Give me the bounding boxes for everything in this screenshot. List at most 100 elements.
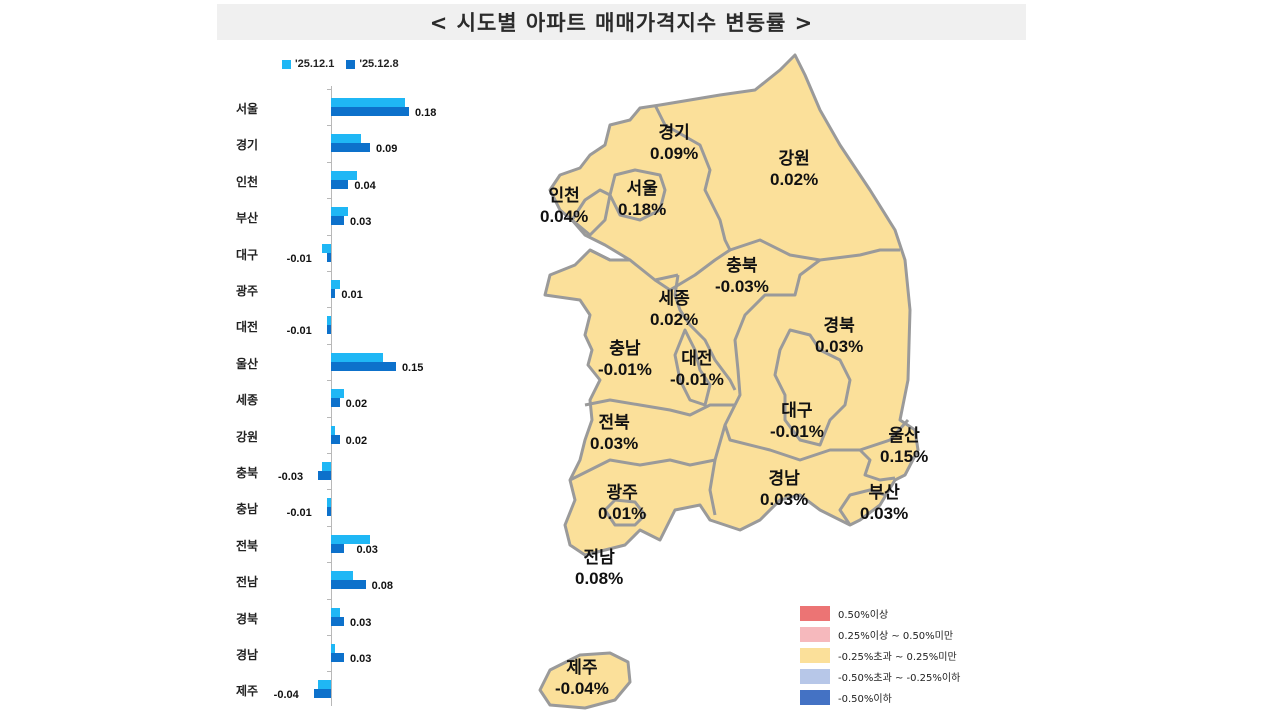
map-legend: 0.50%이상 0.25%이상 ~ 0.50%미만 -0.25%초과 ~ 0.25%… <box>800 603 960 708</box>
region-value: 0.08% <box>575 569 624 588</box>
region-label: 경북 0.03% <box>815 315 863 357</box>
category-label: 전남 <box>236 575 259 590</box>
region-value: -0.03% <box>715 277 769 296</box>
legend-swatch-icon <box>346 59 356 69</box>
region-name: 강원 <box>778 149 810 168</box>
region-label: 전남 0.08% <box>575 547 623 589</box>
bar-series-1 <box>326 316 331 326</box>
bar-row: 제주 -0.04 <box>220 671 460 708</box>
bar-row: 전남 0.08 <box>220 562 460 599</box>
bar-series-1 <box>331 134 362 144</box>
region-label: 충남 -0.01% <box>598 338 652 380</box>
bar-row: 전북 0.03 <box>220 525 460 563</box>
bar-row: 서울 0.18 <box>220 89 460 126</box>
bar-row: 대전 -0.01 <box>220 307 460 344</box>
data-label: 0.09 <box>375 143 398 156</box>
korea-map: 경기 0.09% 강원 0.02% 인천 0.04% 서울 0.18% 충북 -0.03% 세종 0.… <box>530 50 950 715</box>
axis-tick <box>327 598 331 600</box>
bar-series-2 <box>331 543 344 553</box>
region-label: 부산 0.03% <box>860 482 908 524</box>
axis-tick <box>327 453 331 454</box>
region-name: 울산 <box>888 426 920 445</box>
map-legend-item: -0.25%초과 ~ 0.25%미만 <box>800 645 960 666</box>
legend-swatch-icon <box>800 669 830 684</box>
data-label: 0.15 <box>401 361 424 374</box>
category-label: 대구 <box>236 247 259 262</box>
region-name: 대전 <box>681 349 713 368</box>
data-label: -0.04 <box>273 689 299 702</box>
data-label: 0.08 <box>371 580 394 593</box>
bar-row: 세종 0.02 <box>220 380 460 417</box>
legend-label: -0.25%초과 ~ 0.25%미만 <box>838 652 957 663</box>
region-value: 0.03% <box>815 337 864 356</box>
chart-title: < 시도별 아파트 매매가격지수 변동률 > <box>217 4 1026 40</box>
axis-tick <box>327 635 331 636</box>
region-label: 광주 0.01% <box>598 482 646 524</box>
axis-tick <box>327 380 331 382</box>
region-name: 충남 <box>609 339 641 358</box>
axis-tick <box>327 198 331 200</box>
bar-series-1 <box>331 352 383 362</box>
region-name: 대구 <box>781 401 813 420</box>
axis-tick <box>327 343 331 345</box>
category-label: 울산 <box>236 356 259 371</box>
bar-series-2 <box>331 107 409 116</box>
legend-label: '25.12.8 <box>359 58 399 70</box>
region-value: 0.02% <box>770 170 819 189</box>
category-label: 광주 <box>236 284 259 298</box>
region-value: 0.15% <box>880 447 929 466</box>
region-value: 0.02% <box>650 310 699 329</box>
region-value: -0.01% <box>598 360 652 379</box>
bar-series-1 <box>331 425 336 435</box>
axis-tick <box>327 234 331 236</box>
region-label: 서울 0.18% <box>618 178 666 220</box>
region-name: 경북 <box>823 316 855 335</box>
bar-row: 충북 -0.03 <box>220 453 460 490</box>
region-value: 0.04% <box>540 207 589 226</box>
region-name: 제주 <box>566 658 598 677</box>
legend-label: -0.50%초과 ~ -0.25%이하 <box>838 673 961 684</box>
map-legend-item: 0.25%이상 ~ 0.50%미만 <box>800 624 960 645</box>
bar-row: 인천 0.04 <box>220 161 460 199</box>
region-name: 경남 <box>768 469 800 488</box>
category-label: 제주 <box>236 684 259 699</box>
bar-series-2 <box>318 471 331 480</box>
axis-tick <box>327 671 331 673</box>
map-legend-item: -0.50%이하 <box>800 687 960 708</box>
category-label: 충북 <box>236 466 259 480</box>
bar-row: 경기 0.09 <box>220 125 460 162</box>
category-label: 인천 <box>236 174 259 189</box>
bar-series-2 <box>331 434 340 444</box>
bar-series-2 <box>331 143 370 153</box>
legend-swatch-icon <box>800 627 830 642</box>
bar-series-1 <box>331 571 353 581</box>
region-label: 인천 0.04% <box>540 185 588 227</box>
legend-label: 0.25%이상 ~ 0.50%미만 <box>838 631 954 642</box>
bar-series-2 <box>331 398 340 408</box>
bar-series-1 <box>322 243 331 253</box>
category-label: 강원 <box>236 429 259 444</box>
region-value: 0.09% <box>650 144 699 163</box>
bar-series-2 <box>313 689 331 699</box>
bar-series-2 <box>331 289 336 298</box>
bar-series-1 <box>331 280 340 289</box>
axis-tick <box>327 416 331 418</box>
axis-tick <box>327 489 331 491</box>
korea-map-shape <box>538 53 920 710</box>
bar-row: 울산 0.15 <box>220 343 460 381</box>
bar-row: 광주 0.01 <box>220 271 460 308</box>
legend-swatch-icon <box>282 59 291 69</box>
legend-item-series-1: '25.12.1 <box>282 58 334 70</box>
data-label: 0.03 <box>349 216 372 229</box>
region-name: 서울 <box>626 179 658 198</box>
axis-tick <box>327 525 331 527</box>
legend-label: -0.50%이하 <box>838 694 892 705</box>
data-label: 0.03 <box>349 616 372 629</box>
region-value: 0.03% <box>590 434 639 453</box>
map-legend-item: 0.50%이상 <box>800 603 960 624</box>
data-label: -0.01 <box>286 252 312 265</box>
category-label: 세종 <box>236 393 259 408</box>
bar-series-1 <box>331 389 344 399</box>
legend-swatch-icon <box>800 648 830 663</box>
region-label: 대구 -0.01% <box>770 400 824 442</box>
